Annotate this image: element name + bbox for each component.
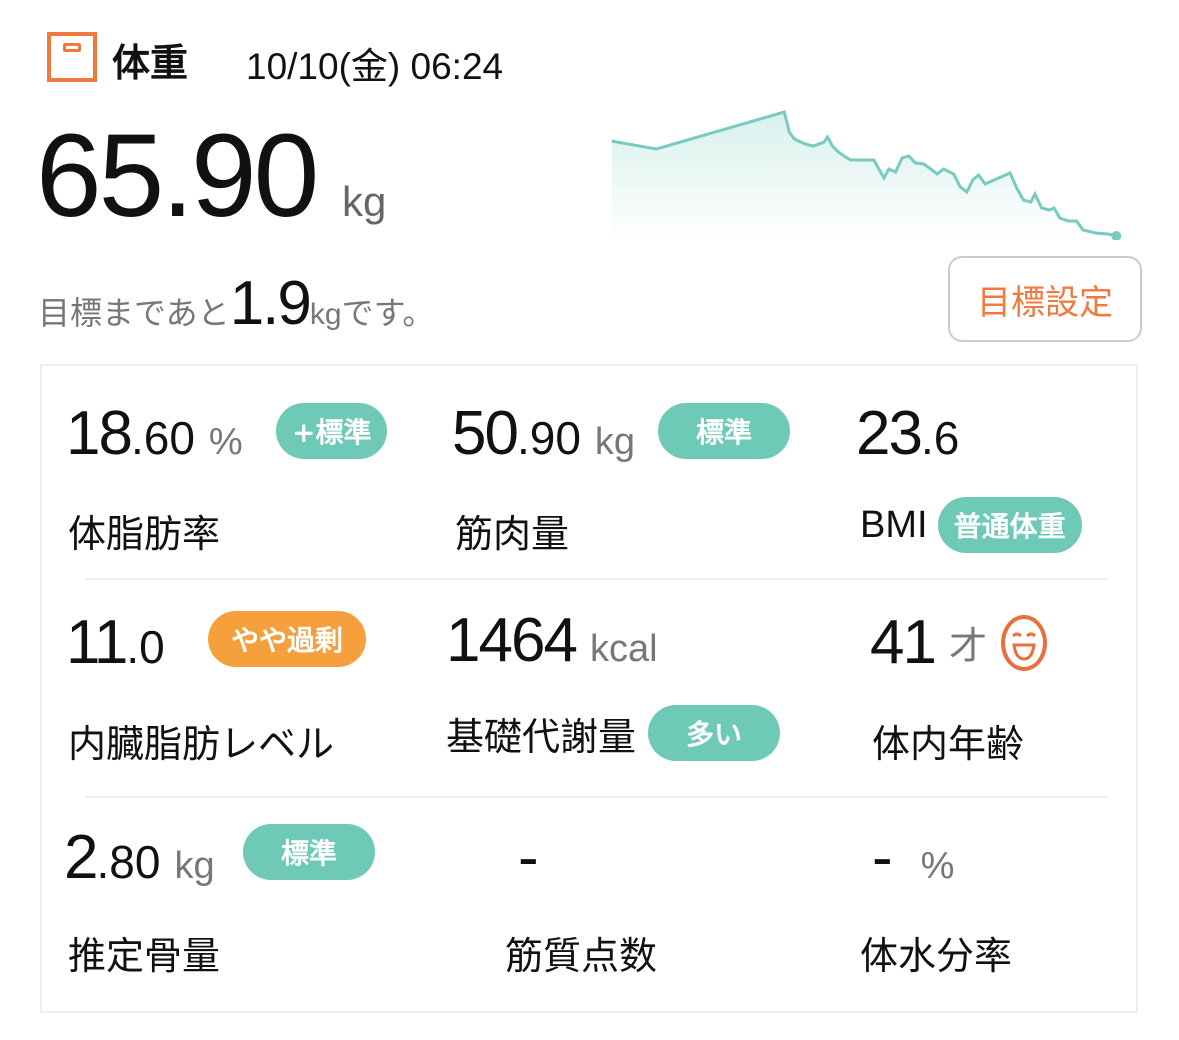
goal-prefix: 目標まであと (38, 295, 230, 331)
value-int: 11 (66, 608, 128, 677)
value-dec: .60 (130, 412, 195, 464)
bmi-label: BMI (860, 503, 928, 546)
divider (85, 796, 1108, 798)
value-unit: % (920, 845, 955, 887)
smile-face-icon (1000, 614, 1047, 671)
value-int: 41 (870, 608, 937, 677)
muscle-mass-badge: 標準 (658, 403, 790, 459)
body-age-value[interactable]: 41 才 (870, 607, 1047, 678)
weight-trend-sparkline[interactable] (610, 100, 1130, 240)
value-dec: .90 (516, 412, 581, 464)
sparkline-line (611, 110, 1117, 238)
visceral-fat-badge: やや過剰 (208, 611, 366, 667)
goal-unit: kg (309, 298, 342, 331)
body-fat-badge: +標準 (276, 403, 388, 459)
goal-suffix: です。 (341, 295, 435, 331)
scale-icon (47, 32, 97, 82)
value-dec: .0 (126, 621, 165, 673)
weight-unit: kg (342, 178, 387, 225)
body-fat-label: 体脂肪率 (68, 512, 221, 556)
body-water-value[interactable]: -% (872, 822, 954, 893)
value-unit: kg (174, 845, 215, 887)
bmr-label: 基礎代謝量 (446, 714, 637, 759)
bmi-label-row: BMI 普通体重 (860, 497, 1082, 553)
measurement-datetime: 10/10(金) 06:24 (246, 46, 504, 87)
value-int: 23 (856, 399, 923, 468)
value-int: - (872, 823, 893, 892)
bmi-badge: 普通体重 (937, 497, 1082, 553)
bmr-label-row: 基礎代謝量 多い (446, 705, 781, 761)
value-unit: kcal (589, 628, 658, 670)
muscle-quality-label: 筋質点数 (505, 934, 658, 978)
value-int: 18 (66, 399, 133, 468)
value-unit: 才 (948, 626, 987, 668)
muscle-mass-value[interactable]: 50.90 kg (452, 398, 635, 469)
bmr-value[interactable]: 1464 kcal (446, 605, 658, 676)
set-goal-button[interactable]: 目標設定 (948, 256, 1142, 342)
visceral-fat-value[interactable]: 11.0 (66, 607, 165, 678)
divider (85, 578, 1108, 580)
metrics-card (40, 364, 1138, 1013)
muscle-quality-value[interactable]: - (518, 822, 539, 893)
value-dec: .80 (96, 836, 161, 888)
value-unit: % (208, 421, 243, 463)
bmr-badge: 多い (648, 705, 781, 761)
value-int: 50 (452, 399, 519, 468)
muscle-mass-label: 筋肉量 (455, 512, 570, 556)
body-water-label: 体水分率 (860, 934, 1013, 978)
goal-remaining: 目標まであと 1.9 kg です。 (38, 268, 434, 339)
bmi-value[interactable]: 23.6 (856, 398, 959, 469)
value-unit: kg (594, 421, 636, 463)
goal-remaining-value: 1.9 (229, 269, 312, 338)
visceral-fat-label: 内臓脂肪レベル (68, 722, 335, 766)
page-title: 体重 (112, 41, 189, 85)
weight-value: 65.90 (36, 110, 319, 242)
body-age-label: 体内年齢 (872, 722, 1025, 766)
bone-mass-label: 推定骨量 (68, 934, 221, 978)
value-dec: .6 (920, 412, 960, 464)
sparkline-latest-point (1111, 231, 1122, 240)
body-fat-value[interactable]: 18.60% (66, 398, 243, 469)
sparkline-area (611, 112, 1117, 240)
value-int: 2 (64, 823, 99, 892)
value-int: 1464 (446, 606, 578, 675)
value-int: - (518, 823, 539, 892)
bone-mass-badge: 標準 (243, 824, 375, 880)
bone-mass-value[interactable]: 2.80 kg (64, 822, 215, 893)
